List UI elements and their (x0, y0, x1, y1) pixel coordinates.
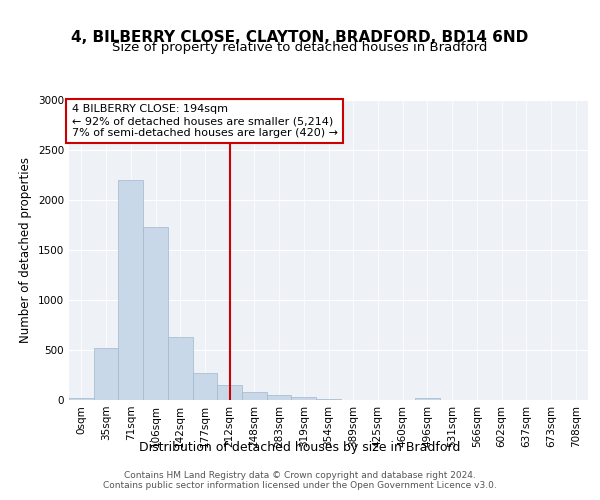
Bar (94, 348, 118, 400)
Text: 4, BILBERRY CLOSE, CLAYTON, BRADFORD, BD14 6ND: 4, BILBERRY CLOSE, CLAYTON, BRADFORD, BD… (71, 30, 529, 45)
Bar (415, 398, 440, 400)
Text: Distribution of detached houses by size in Bradford: Distribution of detached houses by size … (139, 441, 461, 454)
Bar (168, 336, 193, 400)
Text: 4 BILBERRY CLOSE: 194sqm
← 92% of detached houses are smaller (5,214)
7% of semi: 4 BILBERRY CLOSE: 194sqm ← 92% of detach… (71, 104, 338, 138)
Bar (292, 397, 316, 400)
Bar (193, 373, 217, 400)
Bar (316, 398, 341, 400)
Bar (217, 385, 242, 400)
Bar (267, 395, 292, 400)
Bar (143, 227, 168, 400)
Text: Size of property relative to detached houses in Bradford: Size of property relative to detached ho… (112, 41, 488, 54)
Bar (118, 180, 143, 400)
Y-axis label: Number of detached properties: Number of detached properties (19, 157, 32, 343)
Bar (242, 392, 267, 400)
Bar (69, 398, 94, 400)
Text: Contains HM Land Registry data © Crown copyright and database right 2024.
Contai: Contains HM Land Registry data © Crown c… (103, 470, 497, 490)
